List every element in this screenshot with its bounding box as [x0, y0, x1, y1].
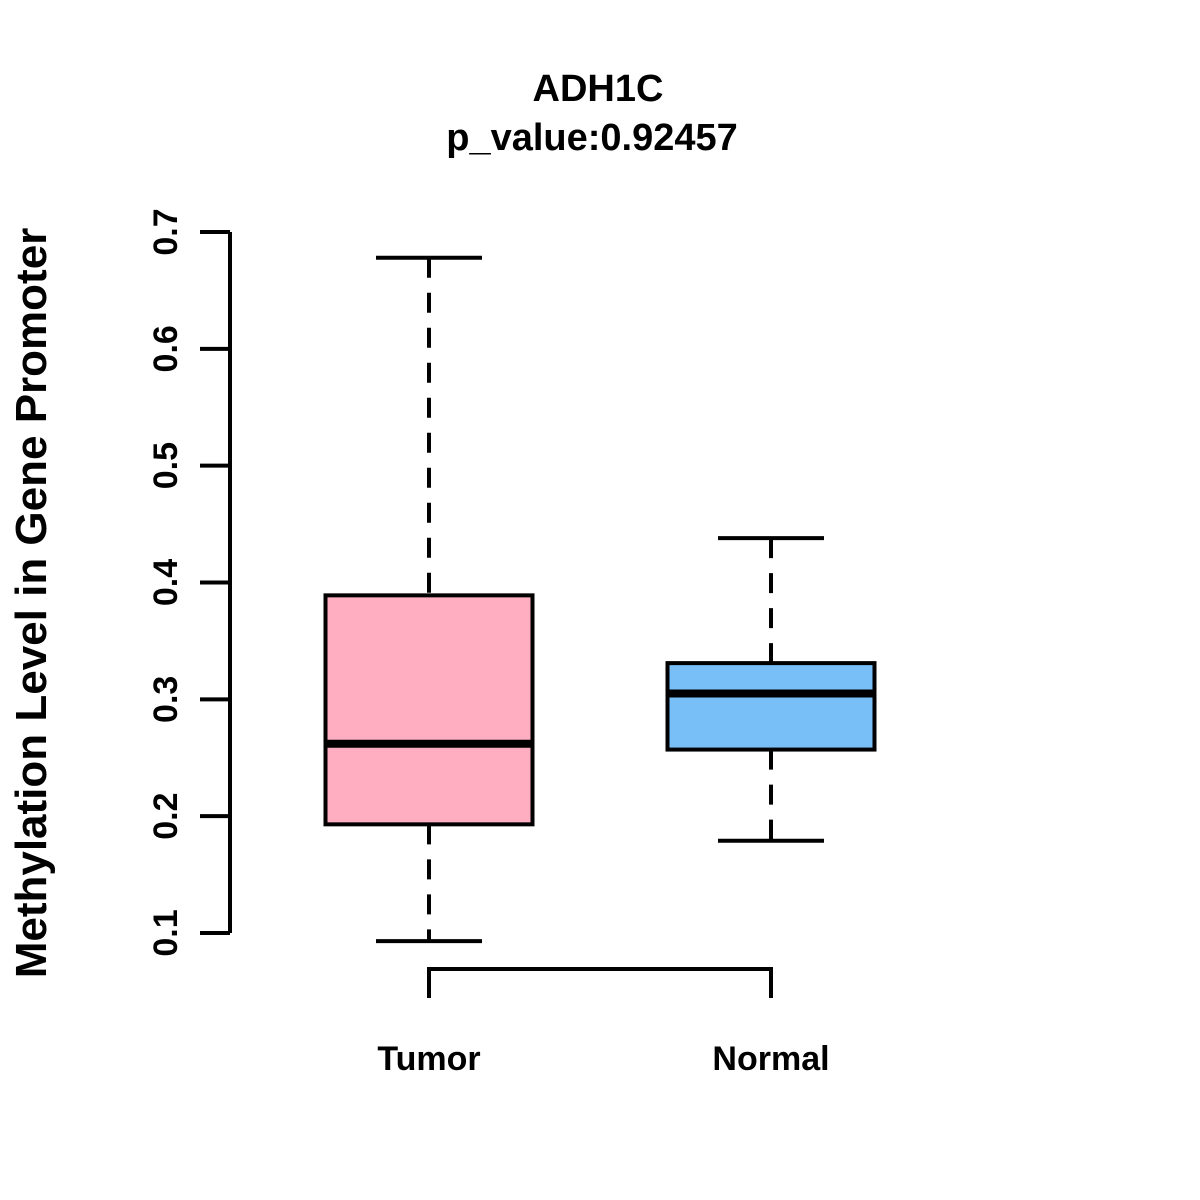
x-category-label-tumor: Tumor	[377, 1040, 480, 1078]
y-tick-label-0.7: 0.7	[147, 208, 185, 255]
y-tick-label-0.6: 0.6	[147, 325, 185, 372]
x-category-label-normal: Normal	[712, 1040, 829, 1078]
chart-subtitle-pvalue: p_value:0.92457	[446, 117, 738, 159]
y-tick-label-0.2: 0.2	[147, 793, 185, 840]
chart-title: ADH1C	[532, 68, 664, 110]
y-tick-label-0.4: 0.4	[147, 559, 185, 606]
tumor-box	[323, 593, 535, 827]
y-tick-label-0.3: 0.3	[147, 676, 185, 723]
normal-box	[665, 661, 877, 752]
y-tick-label-0.5: 0.5	[147, 442, 185, 489]
y-axis-title: Methylation Level in Gene Promoter	[7, 227, 56, 979]
x-axis-bracket	[427, 967, 773, 998]
y-tick-label-0.1: 0.1	[147, 909, 185, 956]
